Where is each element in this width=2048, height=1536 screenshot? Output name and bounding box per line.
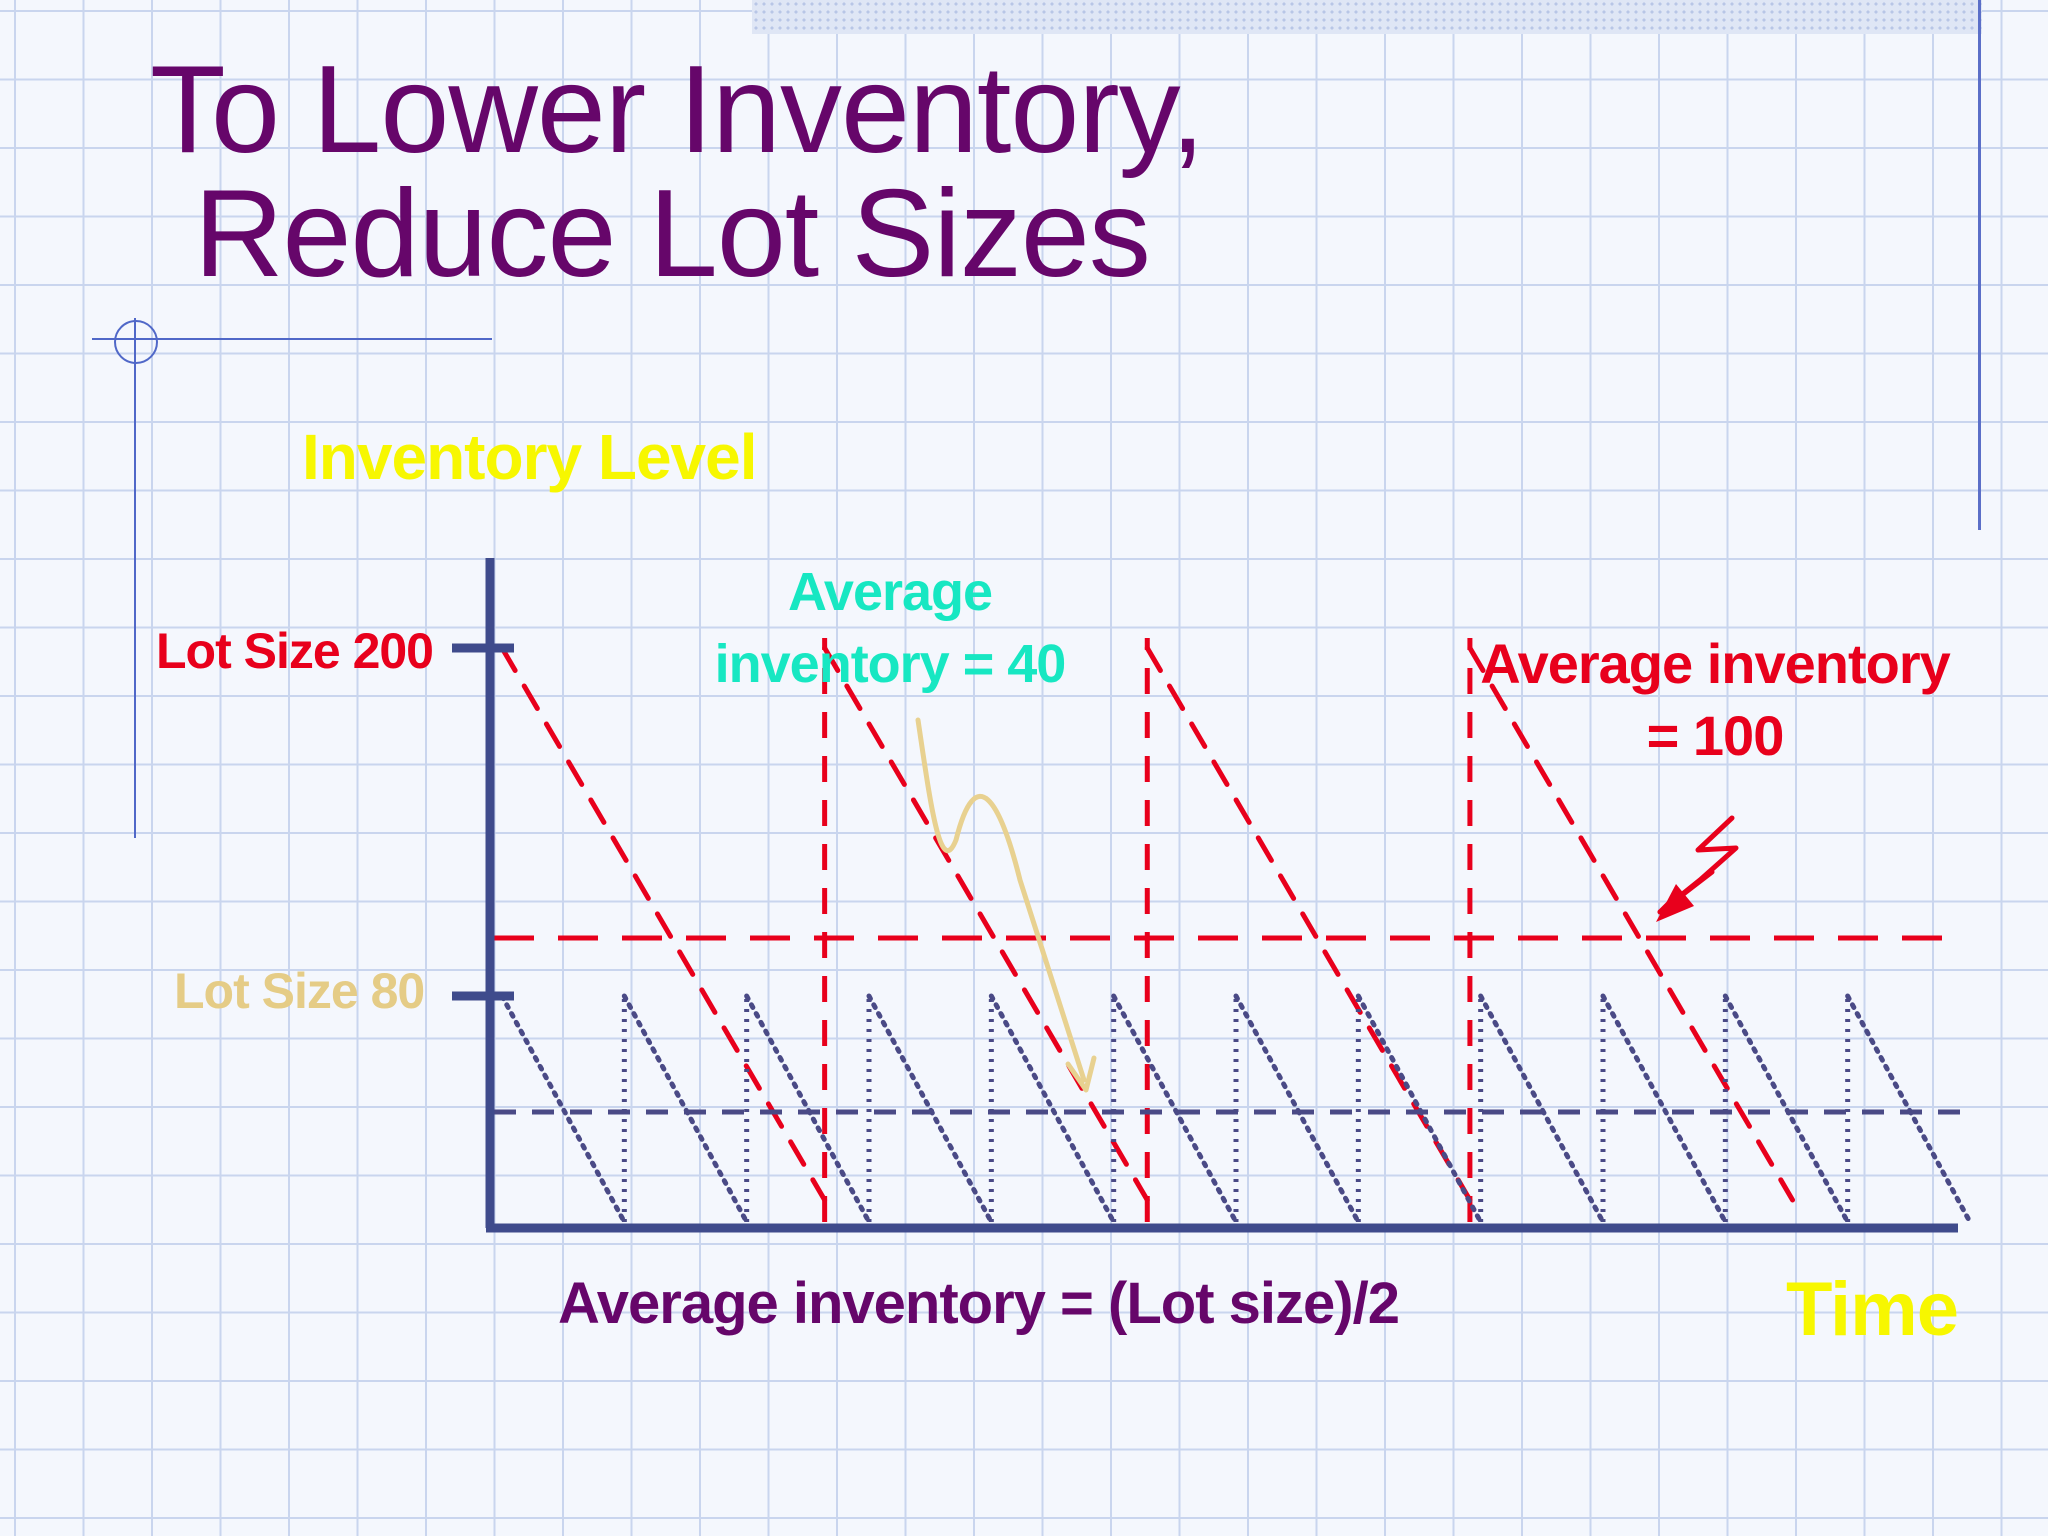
y-axis-title: Inventory Level: [302, 421, 757, 493]
annotation-average-inventory-100-line-2: = 100: [1646, 704, 1785, 767]
series-80-depletion-12: [1845, 993, 1973, 1225]
decorative-crosshair-circle: [114, 320, 158, 364]
series-80-depletion-6: [1111, 993, 1239, 1225]
series-200-depletion-3: [1144, 645, 1473, 1203]
series-80-depletion-1: [499, 993, 627, 1225]
annotation-average-inventory-40: Average inventory = 40: [700, 556, 1080, 700]
slide-title-line-1: To Lower Inventory,: [150, 41, 1205, 179]
series-200-depletion-2: [822, 645, 1150, 1203]
annotation-average-inventory-40-line-1: Average: [787, 562, 993, 622]
y-tick-label-lot-size-80: Lot Size 80: [174, 963, 425, 1019]
decorative-crosshair-horizontal: [92, 338, 492, 340]
right-decorative-rule: [1978, 0, 1981, 530]
series-80-depletion-8: [1355, 993, 1484, 1225]
arrow-average-40-head: [1065, 1055, 1097, 1093]
y-tick-label-lot-size-200: Lot Size 200: [156, 623, 434, 679]
average-inventory-formula: Average inventory = (Lot size)/2: [558, 1271, 1400, 1336]
series-80-depletion-11: [1722, 993, 1851, 1225]
annotation-average-inventory-100-line-1: Average inventory: [1480, 632, 1951, 695]
x-axis-title: Time: [1786, 1267, 1959, 1352]
series-80-depletion-2: [621, 993, 750, 1225]
annotation-average-inventory-100: Average inventory = 100: [1480, 628, 1951, 772]
axis-layer: [452, 558, 1958, 1233]
top-decorative-strip: [752, 0, 1982, 34]
slide-title-line-2: Reduce Lot Sizes: [194, 165, 1151, 303]
series-80-depletion-4: [866, 993, 994, 1225]
series-80: [494, 993, 1973, 1225]
series-layer: [494, 638, 1973, 1225]
series-80-depletion-10: [1600, 993, 1728, 1225]
series-80-depletion-7: [1233, 993, 1361, 1225]
slide-title: To Lower Inventory, Reduce Lot Sizes: [150, 41, 1205, 303]
series-80-depletion-3: [744, 993, 872, 1225]
arrow-average-40-shaft: [915, 717, 1087, 1083]
annotation-arrows: [915, 717, 1739, 1093]
series-200-depletion-1: [499, 645, 828, 1203]
arrow-average-100-tip: [1656, 884, 1694, 922]
decorative-crosshair-vertical: [134, 318, 136, 838]
series-200: [494, 638, 1962, 1222]
annotation-average-inventory-40-line-2: inventory = 40: [714, 634, 1067, 694]
series-80-depletion-5: [988, 993, 1117, 1225]
series-80-depletion-9: [1478, 993, 1606, 1225]
series-200-depletion-4: [1467, 645, 1796, 1203]
